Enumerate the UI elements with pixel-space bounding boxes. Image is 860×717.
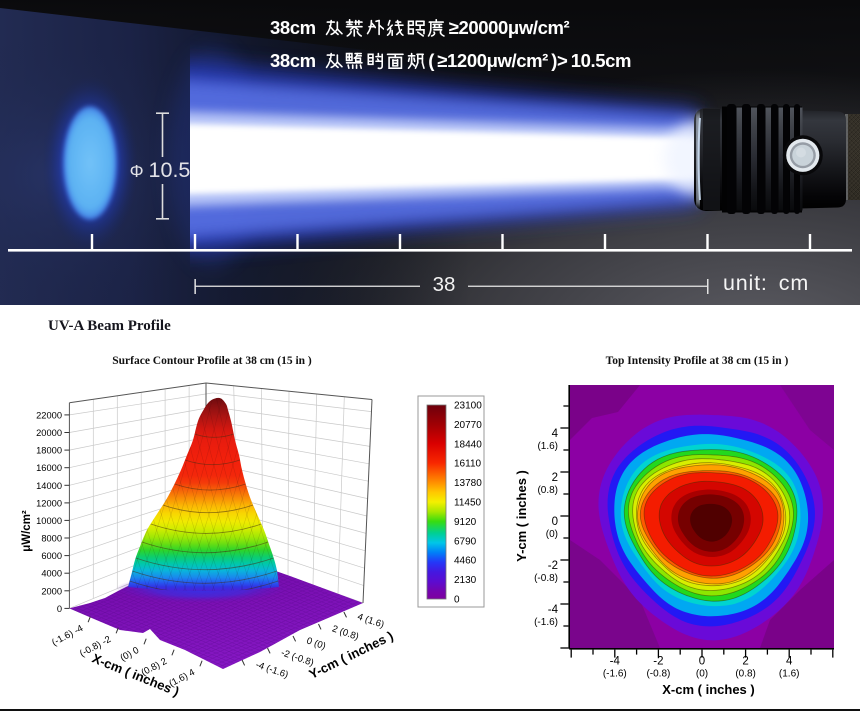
svg-text:(-1.6) -4: (-1.6) -4 <box>50 623 85 649</box>
svg-text:(0.8): (0.8) <box>735 669 756 680</box>
svg-text:9120: 9120 <box>454 517 477 528</box>
svg-text:(-0.8): (-0.8) <box>646 669 670 680</box>
svg-text:-2 (-0.8): -2 (-0.8) <box>280 647 316 668</box>
svg-text:14000: 14000 <box>36 481 62 491</box>
svg-text:-2: -2 <box>653 656 663 668</box>
svg-text:13780: 13780 <box>454 478 482 489</box>
svg-text:-4: -4 <box>548 604 559 616</box>
svg-text:4 (1.6): 4 (1.6) <box>356 611 386 630</box>
svg-text:2: 2 <box>552 472 558 484</box>
svg-text:(-0.8): (-0.8) <box>534 573 558 584</box>
svg-text:2000: 2000 <box>41 586 62 596</box>
svg-text:12000: 12000 <box>36 498 62 508</box>
svg-text:18440: 18440 <box>454 439 482 450</box>
svg-text:4000: 4000 <box>41 569 62 579</box>
svg-text:4: 4 <box>552 428 559 440</box>
svg-text:6790: 6790 <box>454 536 477 547</box>
svg-text:18000: 18000 <box>36 446 62 456</box>
svg-text:4460: 4460 <box>454 556 477 567</box>
svg-text:0: 0 <box>454 595 460 606</box>
svg-text:0: 0 <box>57 604 62 614</box>
svg-text:Surface Contour Profile at 38: Surface Contour Profile at 38 cm (15 in … <box>112 355 312 367</box>
svg-text:(1.6): (1.6) <box>779 669 800 680</box>
svg-text:6000: 6000 <box>41 551 62 561</box>
svg-text:2 (0.8): 2 (0.8) <box>331 623 361 642</box>
svg-text:4: 4 <box>786 656 793 668</box>
svg-text:(-1.6): (-1.6) <box>534 617 558 628</box>
svg-text:16110: 16110 <box>454 459 482 470</box>
svg-text:(0): (0) <box>696 669 708 680</box>
svg-text:23100: 23100 <box>454 401 482 412</box>
svg-text:2130: 2130 <box>454 575 477 586</box>
svg-text:(1.6): (1.6) <box>537 441 558 452</box>
svg-text:20770: 20770 <box>454 420 482 431</box>
svg-text:μW/cm²: μW/cm² <box>21 510 33 552</box>
svg-text:X-cm ( inches ): X-cm ( inches ) <box>662 682 754 697</box>
svg-text:Y-cm ( inches ): Y-cm ( inches ) <box>514 470 529 562</box>
svg-text:11450: 11450 <box>454 498 482 509</box>
svg-text:-2: -2 <box>548 560 558 572</box>
svg-text:-4 (-1.6): -4 (-1.6) <box>254 659 290 680</box>
svg-text:(0): (0) <box>546 529 558 540</box>
svg-text:0: 0 <box>699 656 705 668</box>
svg-text:10000: 10000 <box>36 516 62 526</box>
svg-text:20000: 20000 <box>36 428 62 438</box>
svg-text:(0.8): (0.8) <box>537 485 558 496</box>
svg-text:0: 0 <box>552 516 558 528</box>
svg-text:X-cm ( inches ): X-cm ( inches ) <box>90 651 181 700</box>
svg-text:Top Intensity Profile at 38 cm: Top Intensity Profile at 38 cm (15 in ) <box>606 355 789 367</box>
svg-text:8000: 8000 <box>41 534 62 544</box>
svg-text:(-1.6): (-1.6) <box>603 669 627 680</box>
svg-text:-4: -4 <box>610 656 621 668</box>
svg-text:0 (0): 0 (0) <box>305 635 327 652</box>
svg-text:22000: 22000 <box>36 410 62 420</box>
svg-text:2: 2 <box>742 656 748 668</box>
svg-text:16000: 16000 <box>36 463 62 473</box>
